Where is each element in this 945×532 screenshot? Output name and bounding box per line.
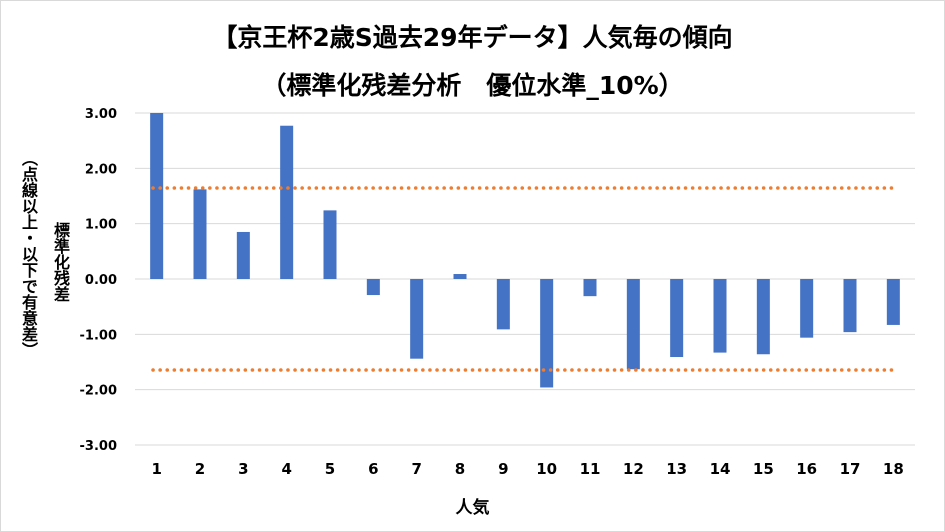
x-axis-label: 人気 (455, 498, 490, 518)
x-tick-label: 15 (753, 460, 774, 478)
chart-subtitle: （標準化残差分析 優位水準_10%） (261, 71, 684, 100)
bar (670, 279, 684, 358)
x-tick-labels: 1 2 3 4 5 6 7 8 9 10 11 12 13 14 15 16 17 18 (151, 460, 903, 478)
y-tick-label: -1.00 (80, 328, 117, 343)
x-tick-label: 10 (536, 460, 557, 478)
y-tick-label: 3.00 (85, 107, 117, 122)
y-tick-label: 0.00 (85, 273, 117, 288)
bar (280, 125, 294, 279)
bar (756, 279, 770, 355)
x-tick-label: 4 (281, 460, 291, 478)
bar (453, 274, 467, 279)
bar (366, 279, 380, 296)
bars (150, 113, 900, 388)
bar (800, 279, 814, 338)
x-tick-label: 7 (411, 460, 421, 478)
x-tick-label: 1 (151, 460, 161, 478)
x-tick-label: 11 (580, 460, 601, 478)
bar (626, 279, 640, 370)
x-tick-label: 18 (883, 460, 904, 478)
gridlines (135, 112, 915, 446)
bar (540, 279, 554, 388)
threshold-lines (151, 186, 897, 372)
x-tick-label: 5 (325, 460, 335, 478)
bar (410, 279, 424, 359)
x-tick-label: 13 (666, 460, 687, 478)
x-tick-label: 12 (623, 460, 644, 478)
y-axis-label-group: 標準化残差 （点線以上・以下で有意差） (6, 140, 78, 440)
x-tick-label: 16 (796, 460, 817, 478)
x-tick-label: 14 (710, 460, 731, 478)
bar (886, 279, 900, 325)
bar (496, 279, 510, 330)
bar (583, 279, 597, 297)
bar (236, 231, 250, 279)
y-tick-label: -2.00 (80, 384, 117, 399)
y-tick-label: -3.00 (80, 439, 117, 454)
chart-title: 【京王杯2歳S過去29年データ】人気毎の傾向 (212, 23, 733, 52)
y-axis-label-note: （点線以上・以下で有意差） (19, 150, 38, 358)
y-tick-label: 2.00 (85, 162, 117, 177)
bar (843, 279, 857, 333)
bar (323, 210, 337, 279)
x-tick-label: 6 (368, 460, 378, 478)
y-tick-labels: 3.00 2.00 1.00 0.00 -1.00 -2.00 -3.00 (80, 107, 117, 454)
x-tick-label: 2 (195, 460, 205, 478)
x-tick-label: 9 (498, 460, 508, 478)
y-tick-label: 1.00 (85, 218, 117, 233)
bar (193, 189, 207, 279)
x-tick-label: 8 (455, 460, 465, 478)
bar (713, 279, 727, 353)
y-axis-label: 標準化残差 (51, 222, 70, 302)
x-tick-label: 17 (840, 460, 861, 478)
bar (150, 113, 164, 279)
x-tick-label: 3 (238, 460, 248, 478)
